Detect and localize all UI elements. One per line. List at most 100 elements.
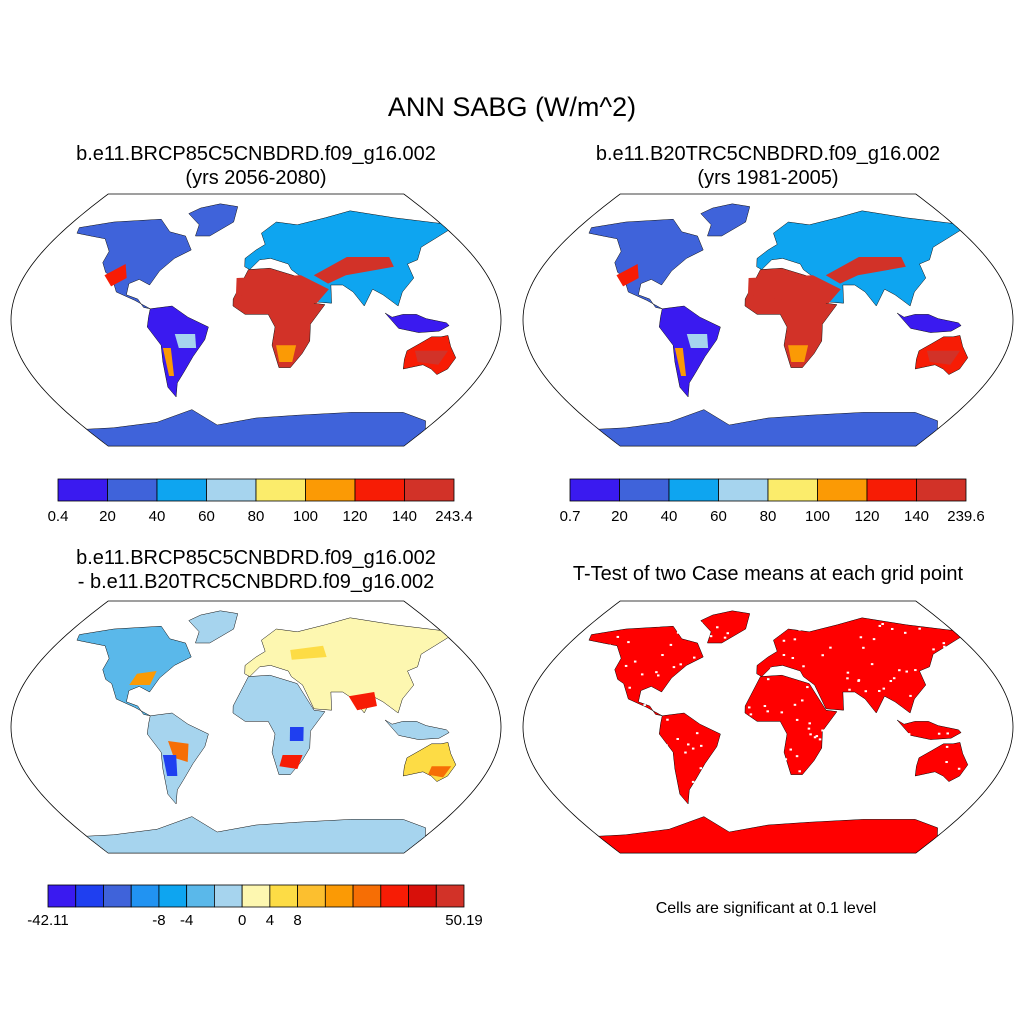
- diff-region-2: [348, 692, 377, 711]
- panel-title-top-left: b.e11.BRCP85C5CNBDRD.f09_g16.002 (yrs 20…: [6, 142, 506, 190]
- colorbar-box: [354, 478, 405, 502]
- ns-cell: [907, 733, 911, 736]
- ns-cell: [628, 686, 631, 689]
- ns-cell: [743, 652, 747, 655]
- land-indonesia: [384, 312, 450, 333]
- ns-cell: [594, 784, 597, 787]
- land-namerica: [588, 625, 704, 717]
- ns-cell: [945, 761, 948, 764]
- ns-cell: [765, 801, 769, 804]
- ns-cell: [872, 638, 876, 641]
- ns-cell: [956, 693, 959, 696]
- ns-cell: [645, 755, 649, 758]
- ns-cell: [755, 766, 758, 769]
- colorbar-box: [404, 478, 455, 502]
- ns-cell: [732, 768, 736, 771]
- ns-cell: [784, 758, 788, 761]
- ns-cell: [669, 643, 673, 646]
- ns-cell: [835, 781, 838, 784]
- colorbar-box: [718, 478, 769, 502]
- ns-cell: [551, 764, 555, 767]
- ns-cell: [829, 736, 833, 739]
- colorbar-box: [269, 884, 299, 908]
- ns-cell: [570, 762, 573, 765]
- ns-cell: [752, 781, 755, 784]
- ns-cell: [842, 716, 846, 719]
- ns-cell: [609, 673, 612, 676]
- ns-cell: [553, 704, 556, 707]
- colorbar-tick-label: 50.19: [445, 912, 483, 929]
- ns-cell: [640, 801, 644, 804]
- ns-cell: [696, 639, 699, 642]
- region-6: [686, 334, 709, 348]
- ns-cell: [728, 790, 731, 793]
- ns-cell: [686, 630, 690, 633]
- ns-cell: [643, 704, 646, 707]
- ns-cell: [747, 671, 750, 674]
- colorbar-tick-label: 140: [391, 508, 418, 525]
- ns-cell: [780, 711, 784, 714]
- ns-cell: [701, 677, 704, 680]
- region-4: [788, 345, 809, 362]
- ns-cell: [566, 781, 569, 784]
- ns-cell: [802, 665, 805, 668]
- ns-cell: [965, 775, 968, 778]
- ns-cell: [905, 670, 908, 673]
- land-greenland: [188, 203, 239, 237]
- ns-cell: [616, 635, 620, 638]
- ns-cell: [831, 796, 834, 799]
- colorbar-box: [435, 884, 465, 908]
- ns-cell: [549, 752, 553, 755]
- ns-cell: [567, 743, 571, 746]
- ns-cell: [984, 706, 987, 709]
- ns-cell: [864, 690, 868, 693]
- ns-cell: [808, 722, 811, 725]
- ns-cell: [782, 639, 786, 642]
- ns-cell: [640, 673, 644, 676]
- title-line-1: b.e11.BRCP85C5CNBDRD.f09_g16.002: [76, 143, 436, 165]
- ns-cell: [828, 740, 831, 743]
- ns-cell: [691, 747, 695, 750]
- ns-cell: [536, 725, 540, 728]
- land-africa: [744, 267, 838, 368]
- ns-cell: [581, 806, 585, 809]
- ns-cell: [709, 635, 713, 638]
- ns-cell: [581, 753, 584, 756]
- ns-cell: [764, 793, 767, 796]
- land-greenland: [700, 203, 751, 237]
- ns-cell: [947, 703, 951, 706]
- colorbar-tick-label: 120: [854, 508, 880, 525]
- ns-cell: [752, 647, 756, 650]
- ns-cell: [700, 622, 703, 625]
- ns-cell: [882, 687, 886, 690]
- ns-cell: [936, 685, 939, 688]
- colorbar-tick-label: 239.6: [947, 508, 985, 525]
- ns-cell: [676, 737, 679, 740]
- ns-cell: [583, 733, 587, 736]
- ns-cell: [625, 753, 629, 756]
- ns-cell: [795, 718, 799, 721]
- ns-cell: [599, 626, 603, 629]
- diff-region-5: [428, 766, 452, 778]
- ns-cell: [791, 656, 795, 659]
- colorbar-box: [75, 884, 104, 908]
- ns-cell: [609, 677, 613, 680]
- ns-cell: [586, 717, 590, 720]
- ns-cell: [647, 692, 650, 695]
- ns-cell: [813, 799, 817, 802]
- ns-cell: [584, 725, 587, 728]
- colorbar-box: [103, 884, 132, 908]
- colorbar-tick-label: 140: [903, 508, 930, 525]
- region-1: [825, 257, 906, 284]
- ns-cell: [789, 748, 792, 751]
- ns-cell: [699, 636, 703, 639]
- ns-cell: [642, 810, 646, 813]
- colorbar-box: [817, 478, 868, 502]
- colorbar-box: [324, 884, 354, 908]
- colorbar-tick-label: 40: [660, 508, 678, 525]
- land-eurasia: [244, 617, 449, 714]
- ns-cell: [579, 744, 583, 747]
- ns-cell: [722, 714, 726, 717]
- ns-cell: [878, 689, 881, 692]
- ns-cell: [889, 785, 893, 788]
